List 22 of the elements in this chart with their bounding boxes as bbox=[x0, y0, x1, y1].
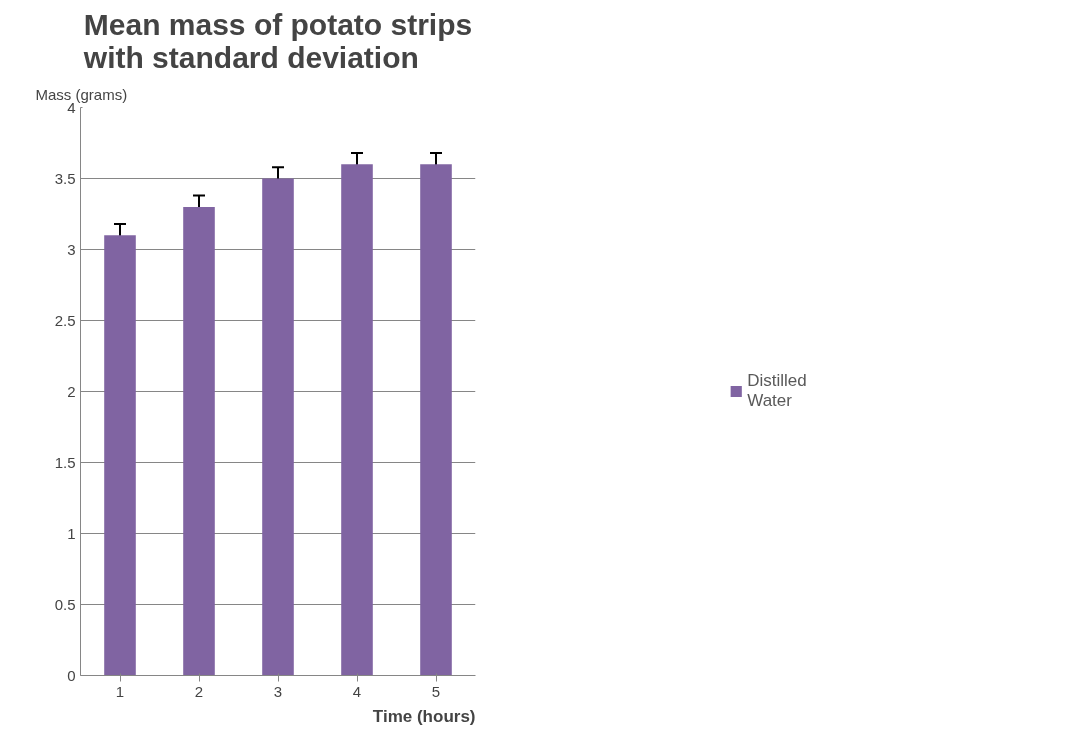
y-tick-label: 1 bbox=[67, 524, 76, 542]
bar bbox=[183, 206, 215, 676]
x-tick-label: 5 bbox=[431, 682, 441, 700]
chart-title: Mean mass of potato strips with standard deviation bbox=[82, 7, 473, 74]
bar bbox=[420, 164, 452, 676]
x-axis-title: Time (hours) bbox=[372, 706, 476, 726]
y-tick-label: 1.5 bbox=[54, 453, 76, 471]
y-tick-label: 2.5 bbox=[54, 311, 76, 329]
x-tick-label: 4 bbox=[352, 682, 362, 700]
y-tick-label: 3 bbox=[67, 240, 76, 258]
y-tick-label: 3.5 bbox=[54, 169, 76, 187]
x-tick-label: 1 bbox=[115, 682, 125, 700]
bar bbox=[104, 235, 136, 676]
bar bbox=[341, 164, 373, 676]
x-tick-label: 3 bbox=[273, 682, 283, 700]
legend-label: Distilled Water bbox=[747, 371, 807, 411]
y-tick-label: 0 bbox=[67, 666, 76, 684]
bar bbox=[262, 178, 294, 676]
y-tick-label: 0.5 bbox=[54, 595, 76, 613]
y-tick-label: 2 bbox=[67, 382, 76, 400]
x-tick-label: 2 bbox=[194, 682, 204, 700]
y-axis-title: Mass (grams) bbox=[35, 85, 128, 103]
